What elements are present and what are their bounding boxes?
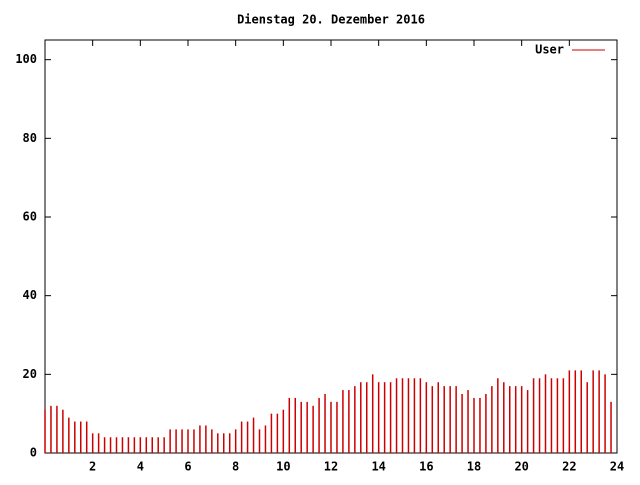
x-tick-label: 8 xyxy=(232,460,239,474)
y-tick-label: 0 xyxy=(30,446,37,460)
legend-label: User xyxy=(535,43,564,57)
x-tick-label: 10 xyxy=(276,460,290,474)
x-tick-label: 12 xyxy=(324,460,338,474)
y-tick-label: 20 xyxy=(23,367,37,381)
chart-title: Dienstag 20. Dezember 2016 xyxy=(237,13,425,27)
x-tick-label: 18 xyxy=(467,460,481,474)
y-tick-label: 60 xyxy=(23,210,37,224)
x-tick-label: 6 xyxy=(184,460,191,474)
y-tick-label: 40 xyxy=(23,288,37,302)
x-tick-label: 20 xyxy=(514,460,528,474)
x-tick-label: 14 xyxy=(371,460,385,474)
x-tick-label: 2 xyxy=(89,460,96,474)
x-tick-label: 22 xyxy=(562,460,576,474)
x-tick-label: 4 xyxy=(137,460,144,474)
plot-frame xyxy=(44,39,618,454)
x-tick-label: 16 xyxy=(419,460,433,474)
y-tick-label: 80 xyxy=(23,131,37,145)
y-tick-label: 100 xyxy=(15,52,37,66)
x-tick-label: 24 xyxy=(610,460,624,474)
